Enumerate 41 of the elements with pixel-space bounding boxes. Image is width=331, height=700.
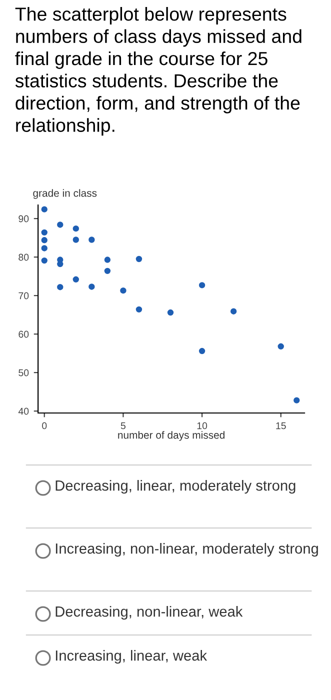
point bbox=[294, 397, 300, 404]
y-axis-title: grade in class bbox=[33, 189, 97, 199]
point bbox=[41, 257, 48, 264]
point bbox=[136, 256, 142, 262]
point bbox=[278, 343, 284, 350]
chart-title: The scatterplot below represents numbers of class days missed and final grade in the course for 25 statistics students. Describe the direction, form, and strength of the relationship. bbox=[15, 7, 302, 136]
text: Decreasing, linear, moderately strong bbox=[56, 480, 296, 494]
point bbox=[57, 222, 64, 228]
y-tick-label: 50 bbox=[18, 369, 29, 376]
point bbox=[41, 245, 48, 252]
x-tick-label: 5 bbox=[120, 422, 126, 430]
point bbox=[72, 236, 80, 243]
point bbox=[41, 237, 48, 244]
point bbox=[41, 229, 48, 236]
point bbox=[198, 282, 206, 288]
y-tick-label: 80 bbox=[18, 254, 29, 261]
point bbox=[72, 225, 80, 232]
text: Increasing, linear, weak bbox=[56, 650, 208, 664]
point bbox=[136, 306, 142, 313]
point bbox=[104, 256, 111, 263]
x-tick-label: 0 bbox=[42, 422, 47, 430]
point bbox=[88, 284, 95, 290]
point bbox=[57, 260, 64, 268]
x-tick-label: 15 bbox=[276, 422, 286, 430]
point bbox=[198, 348, 206, 354]
point bbox=[230, 308, 237, 314]
y-tick-label: 70 bbox=[18, 292, 29, 300]
point bbox=[120, 287, 126, 294]
y-tick-label: 90 bbox=[18, 215, 29, 222]
text: Increasing, non-linear, moderately strong bbox=[56, 543, 318, 557]
point bbox=[72, 276, 80, 283]
point bbox=[167, 309, 174, 316]
point bbox=[104, 268, 111, 274]
text: Decreasing, non-linear, weak bbox=[56, 606, 243, 620]
y-tick-label: 60 bbox=[18, 330, 29, 338]
y-tick-label: 40 bbox=[18, 408, 29, 415]
x-tick-label: 10 bbox=[197, 422, 208, 430]
point bbox=[57, 284, 64, 290]
point bbox=[88, 236, 95, 243]
point bbox=[41, 206, 48, 212]
x-axis-title: number of days missed bbox=[118, 431, 224, 441]
